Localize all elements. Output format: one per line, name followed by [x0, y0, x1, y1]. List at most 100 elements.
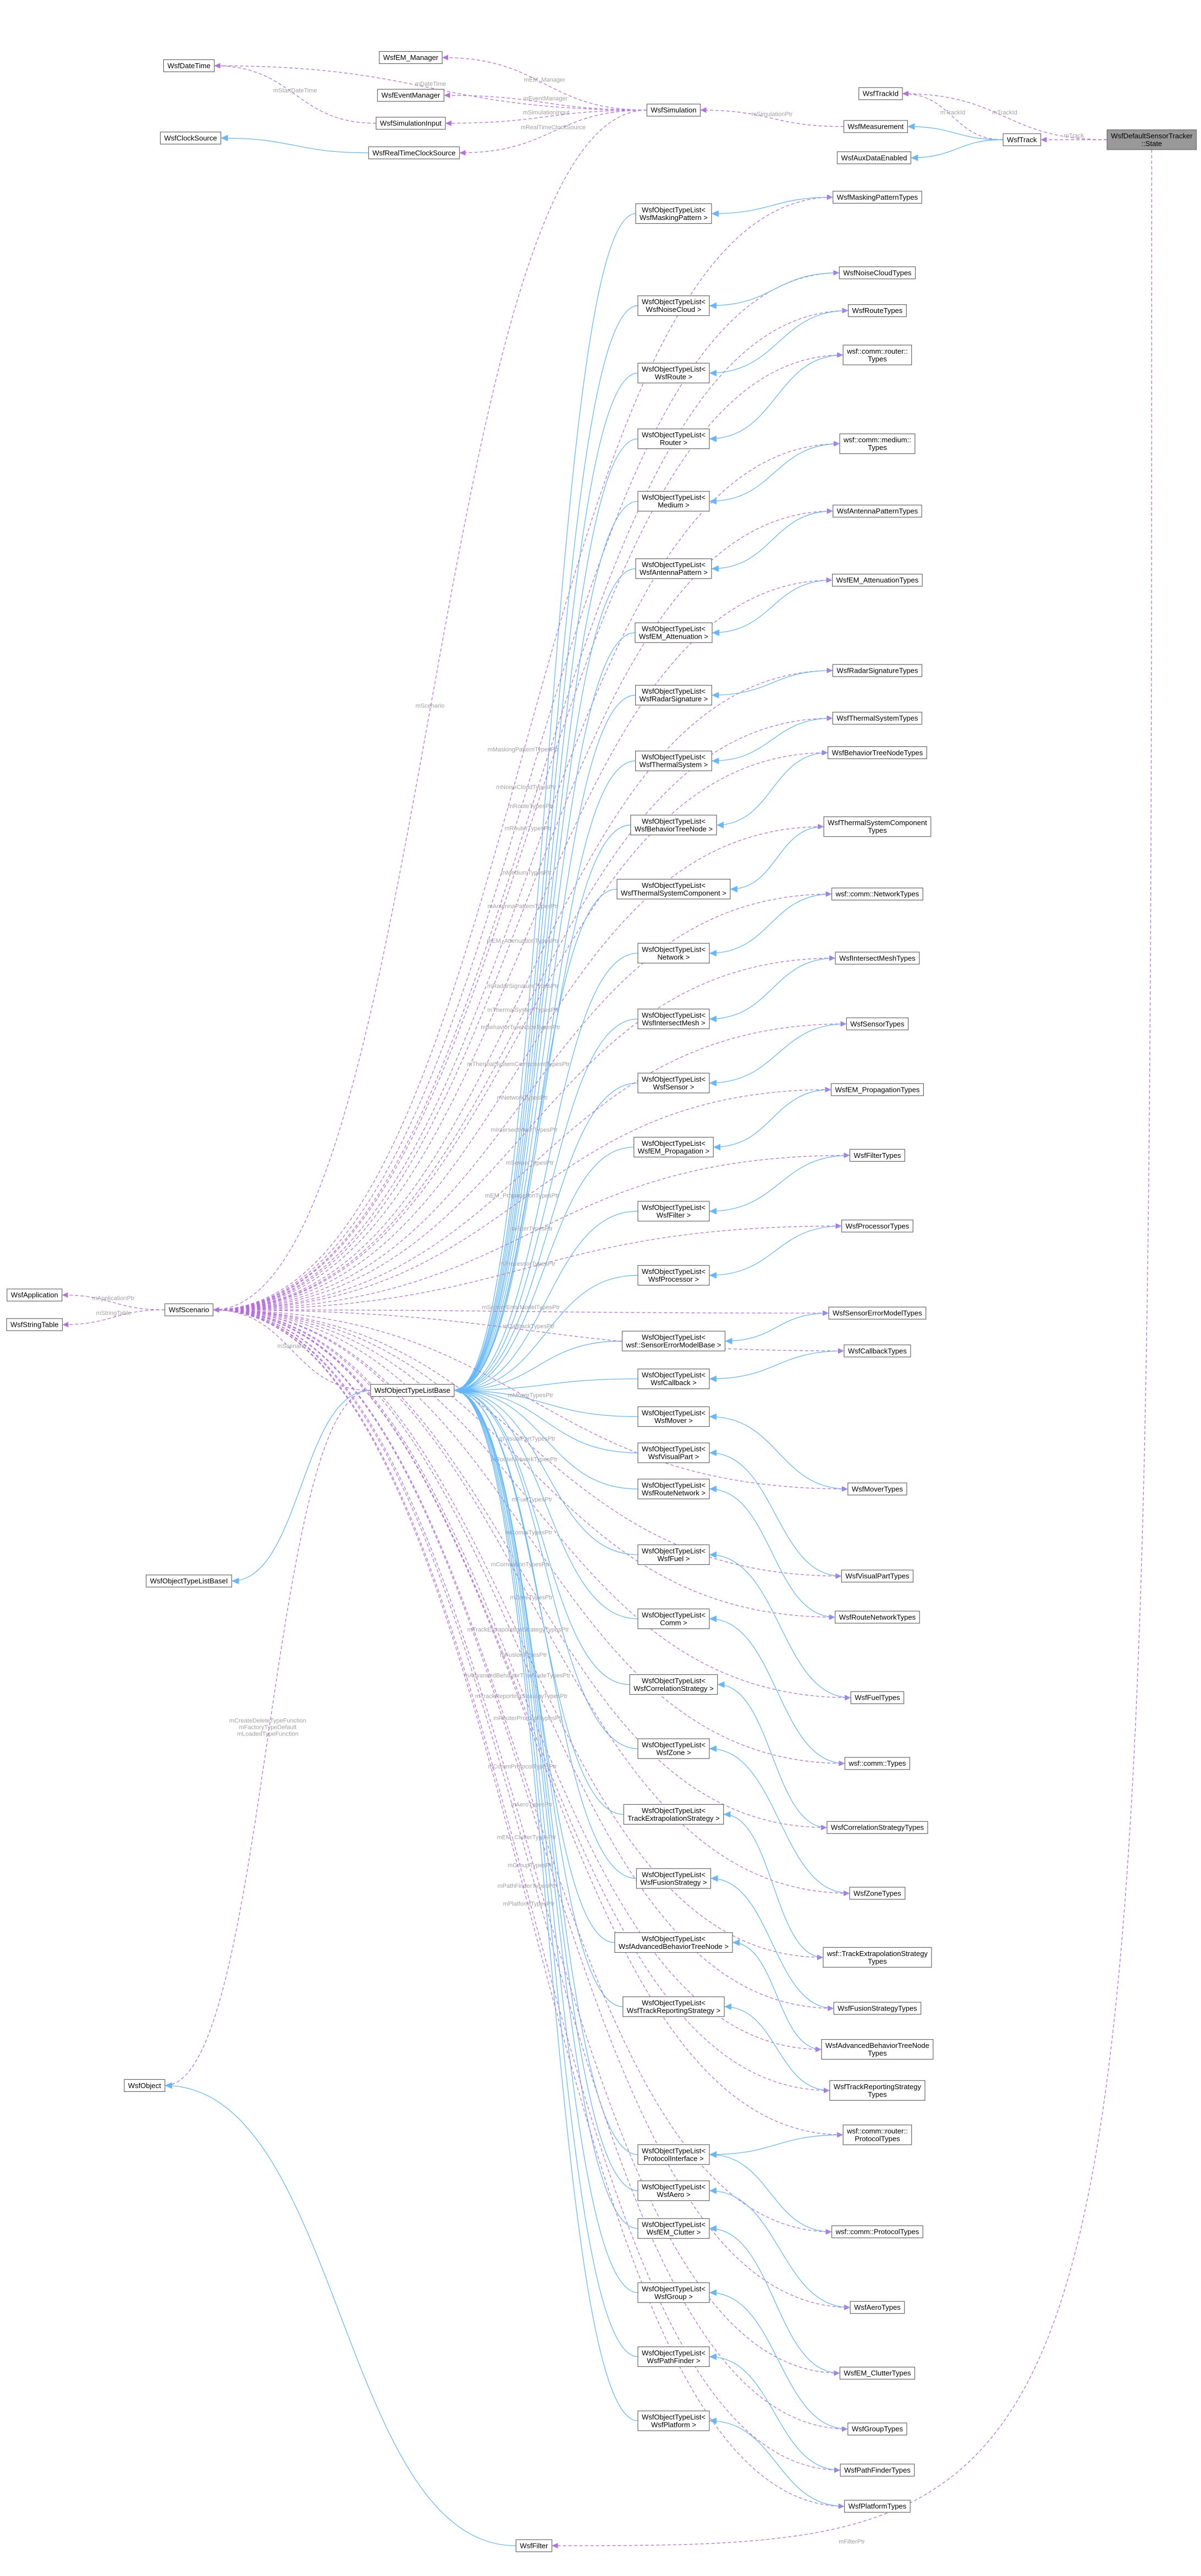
node-label: WsfTrackReportingStrategy — [834, 2083, 922, 2091]
types-node: wsf::TrackExtrapolationStrategyTypes — [823, 1947, 932, 1968]
edge-label: mTrack — [1064, 133, 1084, 139]
edge-label: mAdvancedBehaviorTreeNodeTypesPtr — [464, 1672, 571, 1679]
node-box — [839, 2366, 916, 2380]
node-box — [849, 1149, 906, 1162]
usage-edge — [213, 1309, 834, 2011]
node-label: WsfProcessor > — [648, 1275, 699, 1283]
node-label: WsfAntennaPatternTypes — [837, 507, 918, 515]
node-label: WsfRouteNetworkTypes — [839, 1613, 916, 1621]
class-node: WsfAuxDataEnabled — [836, 151, 912, 164]
usage-edge — [213, 1309, 851, 2310]
inheritance-edge — [709, 2151, 832, 2232]
inheritance-edge — [454, 305, 638, 1394]
edge-label: mBehaviorTreeNodeTypesPtr — [481, 1024, 560, 1031]
usage-edge — [213, 270, 840, 1310]
edge-label: mRouteTypesPtr — [508, 803, 553, 810]
node-box — [377, 89, 444, 102]
usage-edge — [213, 577, 833, 1310]
inheritance-edge — [709, 2417, 845, 2507]
type-list-node: WsfObjectTypeList<WsfProcessor > — [637, 1265, 710, 1286]
node-label: WsfAdvancedBehaviorTreeNode > — [619, 1942, 729, 1951]
inheritance-edge — [724, 2003, 830, 2091]
types-node: WsfProcessorTypes — [841, 1220, 913, 1233]
edge-label: mThermalSystemComponentTypesPtr — [467, 1061, 570, 1068]
node-label: WsfZone > — [656, 1748, 691, 1756]
usage-edge — [214, 63, 647, 111]
node-box — [833, 504, 922, 518]
node-box — [836, 151, 912, 164]
type-list-node: WsfObjectTypeList<WsfPlatform > — [637, 2410, 710, 2431]
node-box — [847, 2423, 907, 2436]
class-node: WsfScenario — [164, 1303, 214, 1316]
types-node: WsfSensorTypes — [846, 1017, 909, 1030]
types-node: WsfCorrelationStrategyTypes — [827, 1821, 928, 1834]
node-label: WsfRadarSignature > — [640, 695, 708, 703]
node-box — [847, 1482, 907, 1496]
edge-label: mCommProtocolTypesPtr — [488, 1764, 557, 1770]
node-label: WsfObjectTypeList< — [642, 753, 706, 761]
inheritance-edge — [454, 568, 636, 1394]
inheritance-edge — [709, 1551, 851, 1698]
node-box — [635, 622, 713, 643]
node-label: Types — [868, 1957, 887, 1965]
usage-edge — [213, 1152, 850, 1310]
node-label: WsfThermalSystemComponent — [828, 819, 927, 827]
inheritance-edge — [709, 2289, 848, 2430]
type-list-node: WsfObjectTypeList<WsfCallback > — [637, 1369, 710, 1389]
node-label: WsfObjectTypeList< — [642, 945, 706, 953]
class-node: WsfObject — [124, 2079, 166, 2092]
node-box — [637, 1544, 710, 1565]
usage-edge — [213, 1309, 848, 1492]
edge-label: mSensorTypesPtr — [506, 1160, 554, 1166]
node-label: WsfSensorTypes — [850, 1020, 905, 1028]
inheritance-edge — [709, 1226, 842, 1279]
node-box — [823, 1947, 932, 1968]
node-label: WsfObjectTypeList< — [642, 1139, 706, 1147]
node-box — [368, 146, 460, 160]
inheritance-edge — [709, 1023, 847, 1086]
node-box — [622, 1996, 725, 2017]
nodes: WsfDefaultSensorTracker::State WsfTrackId… — [6, 51, 1197, 2552]
types-node: WsfMoverTypes — [847, 1482, 907, 1496]
node-box — [163, 59, 215, 73]
edge-label: mProcessorTypesPtr — [499, 1261, 555, 1267]
node-box — [823, 816, 932, 837]
node-box — [635, 750, 712, 771]
usage-edge — [213, 352, 844, 1310]
types-node: WsfEM_ClutterTypes — [839, 2366, 916, 2380]
node-label: WsfIntersectMeshTypes — [839, 954, 916, 962]
node-label: WsfAeroTypes — [854, 2303, 901, 2311]
node-label: Types — [868, 443, 887, 452]
edge-label: mCreateDeleteTypeFunction — [229, 1717, 306, 1724]
node-label: wsf::comm::medium:: — [843, 436, 911, 444]
usage-edge — [62, 1292, 165, 1310]
node-label: WsfObject — [128, 2081, 161, 2090]
node-box — [637, 1369, 710, 1389]
usage-edge — [213, 1309, 829, 1316]
node-label: WsfRoute > — [655, 373, 692, 381]
class-node: WsfDateTime — [163, 59, 215, 73]
type-list-node: WsfObjectTypeList<Router > — [637, 429, 710, 449]
class-node: WsfApplication — [7, 1288, 63, 1301]
inheritance-edge — [454, 1341, 622, 1394]
node-box — [515, 2539, 553, 2552]
edge-label: mRadarSignatureTypesPtr — [487, 983, 559, 990]
inheritance-edge — [709, 2225, 840, 2374]
inheritance-edge — [454, 888, 618, 1394]
node-label: WsfObjectTypeList< — [642, 2146, 706, 2155]
node-label: WsfObjectTypeList< — [642, 1806, 706, 1815]
node-box — [637, 1008, 710, 1029]
node-box — [637, 2346, 710, 2367]
types-node: wsf::comm::medium::Types — [839, 433, 916, 454]
node-box — [629, 1674, 718, 1695]
usage-edge — [213, 750, 828, 1310]
inheritance-edge — [454, 1387, 638, 1749]
edge-label: mSimulationPtr — [752, 111, 793, 118]
node-label: WsfTrack — [1007, 135, 1037, 144]
types-node: WsfThermalSystemTypes — [832, 712, 923, 725]
edge-label: mVisualPartTypesPtr — [499, 1436, 556, 1442]
type-list-node: WsfObjectTypeList<WsfEM_Propagation > — [633, 1136, 714, 1158]
inheritance-edge — [709, 272, 840, 309]
node-label: WsfNoiseCloud > — [646, 305, 702, 314]
